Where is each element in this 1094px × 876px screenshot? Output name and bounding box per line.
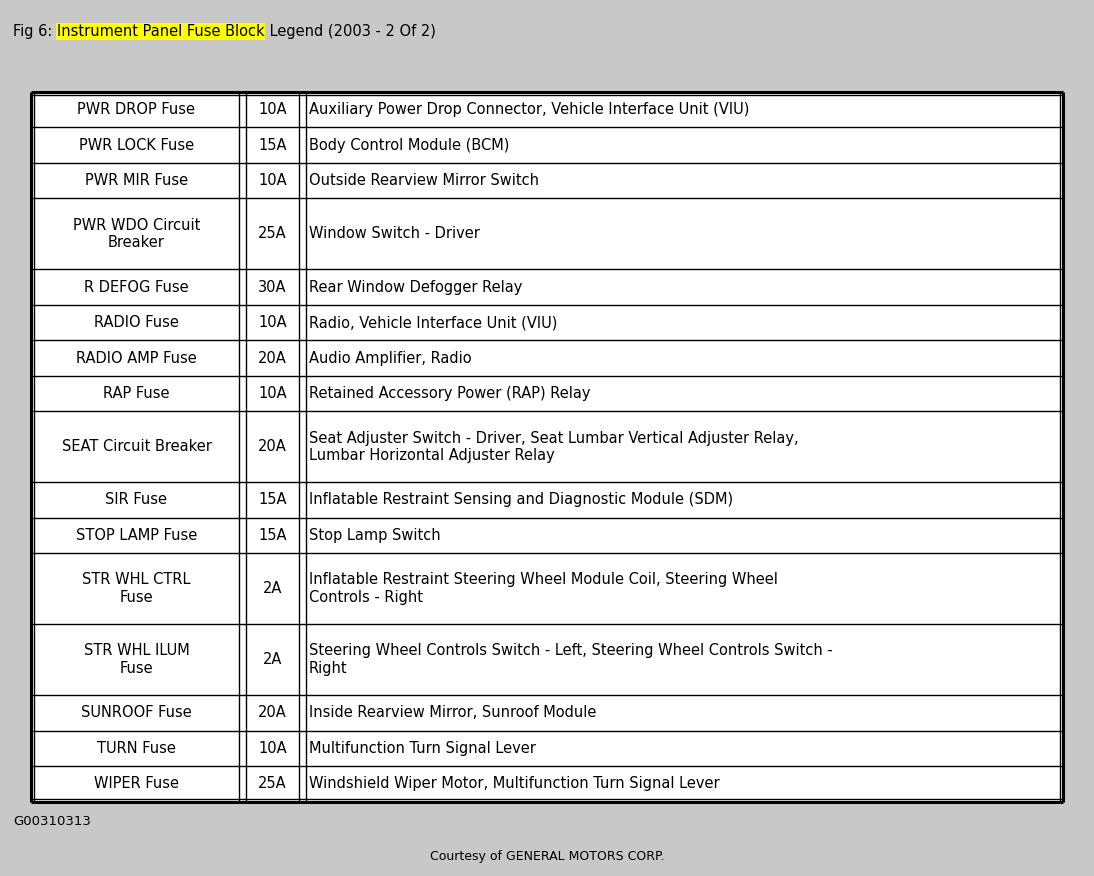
Text: 10A: 10A bbox=[258, 173, 287, 188]
Text: 10A: 10A bbox=[258, 315, 287, 330]
Text: STR WHL CTRL
Fuse: STR WHL CTRL Fuse bbox=[82, 573, 190, 604]
Text: Audio Amplifier, Radio: Audio Amplifier, Radio bbox=[309, 350, 472, 365]
Bar bbox=[31, 731, 1063, 766]
Text: 30A: 30A bbox=[258, 279, 287, 294]
Text: PWR DROP Fuse: PWR DROP Fuse bbox=[78, 102, 196, 117]
Text: Fig 6:: Fig 6: bbox=[13, 24, 57, 39]
Text: 15A: 15A bbox=[258, 528, 287, 543]
Text: Rear Window Defogger Relay: Rear Window Defogger Relay bbox=[309, 279, 522, 294]
Text: Legend (2003 - 2 Of 2): Legend (2003 - 2 Of 2) bbox=[265, 24, 435, 39]
Bar bbox=[31, 305, 1063, 340]
Text: STOP LAMP Fuse: STOP LAMP Fuse bbox=[75, 528, 197, 543]
Text: R DEFOG Fuse: R DEFOG Fuse bbox=[84, 279, 189, 294]
Bar bbox=[31, 482, 1063, 518]
Text: PWR MIR Fuse: PWR MIR Fuse bbox=[85, 173, 188, 188]
Text: RAP Fuse: RAP Fuse bbox=[103, 386, 170, 401]
Bar bbox=[31, 553, 1063, 624]
Text: WIPER Fuse: WIPER Fuse bbox=[94, 776, 179, 791]
Bar bbox=[31, 92, 1063, 127]
Bar bbox=[31, 199, 1063, 269]
Text: Radio, Vehicle Interface Unit (VIU): Radio, Vehicle Interface Unit (VIU) bbox=[309, 315, 557, 330]
Text: 25A: 25A bbox=[258, 776, 287, 791]
Bar bbox=[31, 518, 1063, 553]
Text: 15A: 15A bbox=[258, 138, 287, 152]
Bar bbox=[31, 269, 1063, 305]
Text: Outside Rearview Mirror Switch: Outside Rearview Mirror Switch bbox=[309, 173, 539, 188]
Text: PWR LOCK Fuse: PWR LOCK Fuse bbox=[79, 138, 194, 152]
Text: SIR Fuse: SIR Fuse bbox=[105, 492, 167, 507]
Text: 20A: 20A bbox=[258, 439, 287, 455]
Text: 2A: 2A bbox=[263, 652, 282, 668]
Text: SUNROOF Fuse: SUNROOF Fuse bbox=[81, 705, 191, 720]
Bar bbox=[31, 127, 1063, 163]
Text: 10A: 10A bbox=[258, 102, 287, 117]
Text: Window Switch - Driver: Window Switch - Driver bbox=[309, 226, 479, 242]
Text: Windshield Wiper Motor, Multifunction Turn Signal Lever: Windshield Wiper Motor, Multifunction Tu… bbox=[309, 776, 720, 791]
Text: 10A: 10A bbox=[258, 386, 287, 401]
Text: Multifunction Turn Signal Lever: Multifunction Turn Signal Lever bbox=[309, 741, 536, 756]
Bar bbox=[31, 411, 1063, 482]
Text: 10A: 10A bbox=[258, 741, 287, 756]
Text: G00310313: G00310313 bbox=[13, 816, 91, 828]
Text: Courtesy of GENERAL MOTORS CORP.: Courtesy of GENERAL MOTORS CORP. bbox=[430, 851, 664, 863]
Text: Instrument Panel Fuse Block: Instrument Panel Fuse Block bbox=[57, 24, 265, 39]
Text: Auxiliary Power Drop Connector, Vehicle Interface Unit (VIU): Auxiliary Power Drop Connector, Vehicle … bbox=[309, 102, 749, 117]
Text: Retained Accessory Power (RAP) Relay: Retained Accessory Power (RAP) Relay bbox=[309, 386, 591, 401]
Bar bbox=[31, 376, 1063, 411]
Text: Inside Rearview Mirror, Sunroof Module: Inside Rearview Mirror, Sunroof Module bbox=[309, 705, 596, 720]
Text: 25A: 25A bbox=[258, 226, 287, 242]
Bar bbox=[31, 695, 1063, 731]
Bar bbox=[31, 766, 1063, 802]
Text: 20A: 20A bbox=[258, 705, 287, 720]
Text: Seat Adjuster Switch - Driver, Seat Lumbar Vertical Adjuster Relay,
Lumbar Horiz: Seat Adjuster Switch - Driver, Seat Lumb… bbox=[309, 431, 799, 463]
Bar bbox=[31, 340, 1063, 376]
Text: Body Control Module (BCM): Body Control Module (BCM) bbox=[309, 138, 509, 152]
Text: STR WHL ILUM
Fuse: STR WHL ILUM Fuse bbox=[83, 644, 189, 675]
Text: Steering Wheel Controls Switch - Left, Steering Wheel Controls Switch -
Right: Steering Wheel Controls Switch - Left, S… bbox=[309, 644, 833, 675]
Text: RADIO Fuse: RADIO Fuse bbox=[94, 315, 179, 330]
Text: 2A: 2A bbox=[263, 581, 282, 597]
Text: Stop Lamp Switch: Stop Lamp Switch bbox=[309, 528, 441, 543]
Text: 20A: 20A bbox=[258, 350, 287, 365]
Bar bbox=[31, 624, 1063, 695]
Text: Inflatable Restraint Sensing and Diagnostic Module (SDM): Inflatable Restraint Sensing and Diagnos… bbox=[309, 492, 733, 507]
Text: TURN Fuse: TURN Fuse bbox=[97, 741, 176, 756]
Text: RADIO AMP Fuse: RADIO AMP Fuse bbox=[77, 350, 197, 365]
Text: Inflatable Restraint Steering Wheel Module Coil, Steering Wheel
Controls - Right: Inflatable Restraint Steering Wheel Modu… bbox=[309, 573, 778, 604]
Bar bbox=[31, 163, 1063, 199]
Text: 15A: 15A bbox=[258, 492, 287, 507]
Text: PWR WDO Circuit
Breaker: PWR WDO Circuit Breaker bbox=[73, 218, 200, 250]
Text: SEAT Circuit Breaker: SEAT Circuit Breaker bbox=[61, 439, 211, 455]
